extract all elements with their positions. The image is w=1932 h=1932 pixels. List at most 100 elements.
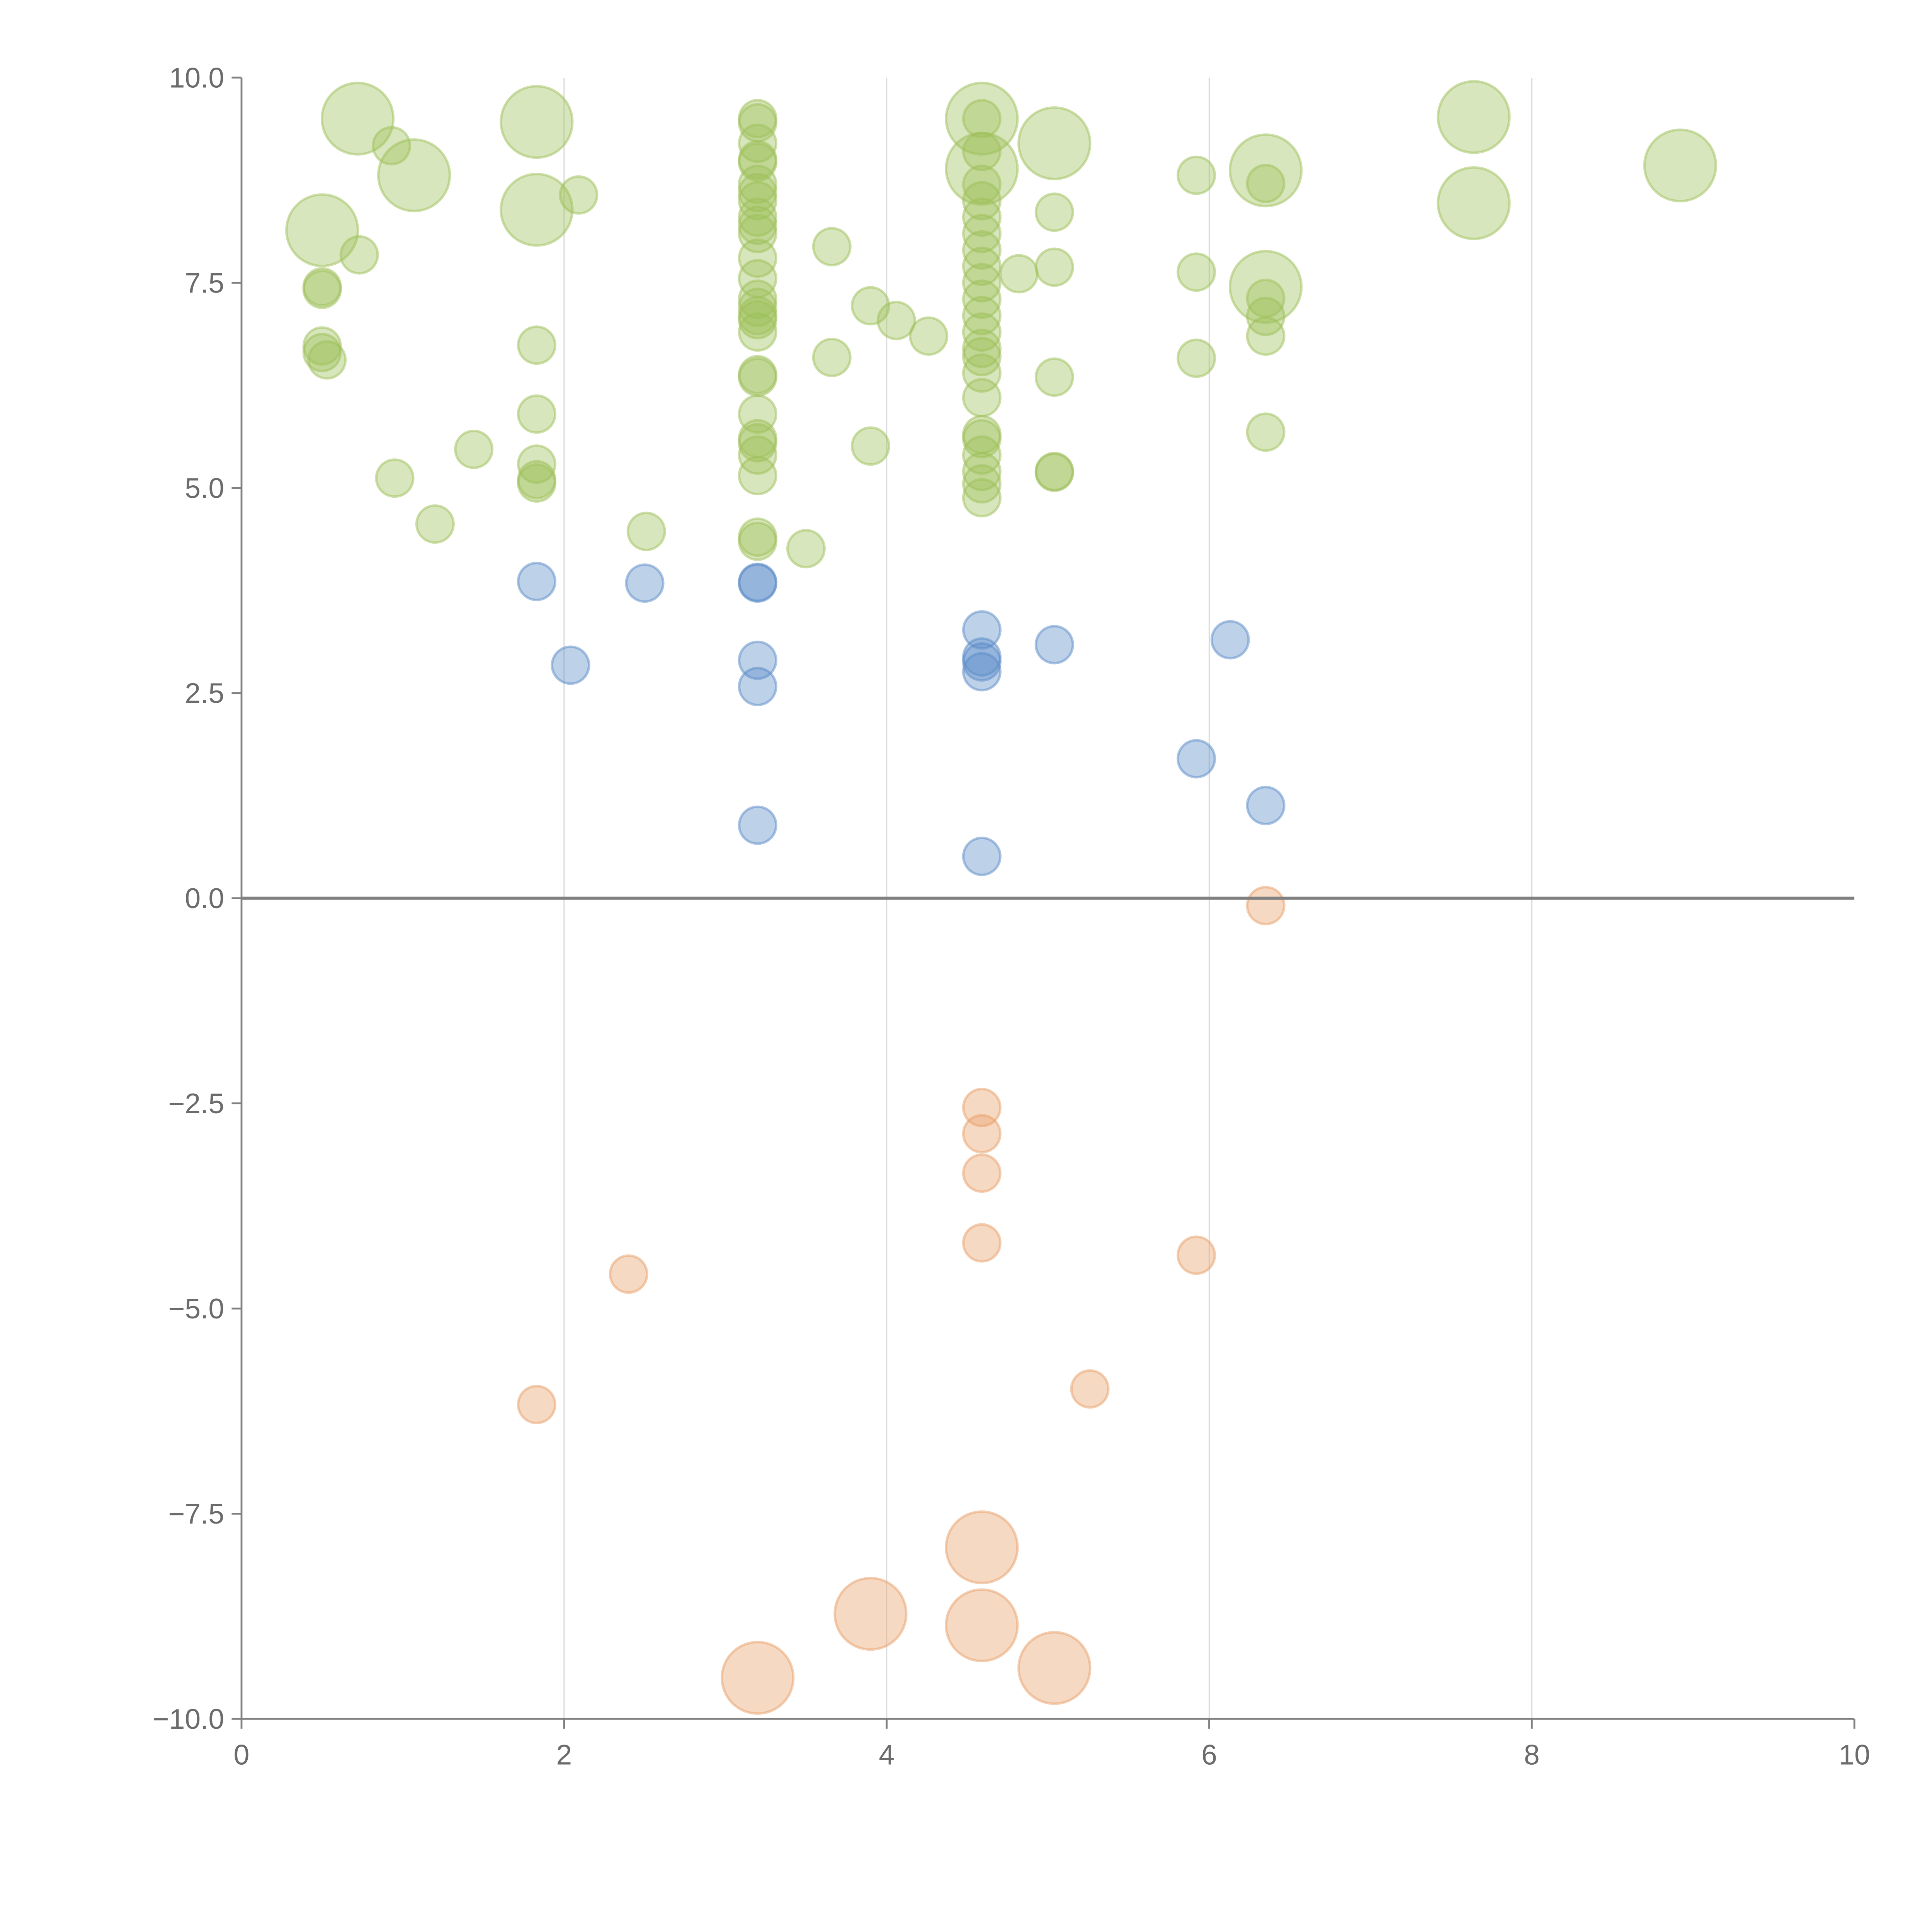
data-point-green (626, 512, 666, 551)
data-point-green (1177, 338, 1216, 378)
data-point-blue (1034, 625, 1074, 665)
data-point-green (1034, 192, 1074, 232)
data-point-green (962, 132, 1002, 172)
data-point-green (559, 175, 599, 215)
data-point-green (1034, 247, 1074, 287)
data-point-green (962, 197, 1002, 237)
data-point-green (1437, 80, 1511, 154)
data-point-blue (962, 837, 1002, 876)
data-point-orange (962, 1223, 1002, 1263)
data-point-green (1246, 412, 1286, 452)
data-point-green (962, 247, 1002, 286)
data-point-blue (625, 563, 665, 603)
data-point-green (738, 357, 777, 397)
data-point-green (517, 394, 556, 434)
data-point-orange (962, 1153, 1002, 1193)
data-point-orange (945, 1588, 1019, 1662)
data-point-green (962, 296, 1002, 335)
data-point-blue (962, 610, 1002, 650)
x-tick-label: 2 (556, 1739, 572, 1770)
data-point-green (738, 456, 777, 495)
data-point-blue (738, 805, 777, 845)
data-point-green (1034, 357, 1074, 397)
data-point-blue (517, 561, 556, 601)
data-point-green (962, 230, 1002, 270)
x-tick-label: 10 (1838, 1739, 1870, 1770)
data-point-orange (962, 1114, 1002, 1154)
data-point-green (812, 338, 852, 378)
y-tick-label: −2.5 (168, 1088, 224, 1119)
data-point-green (962, 181, 1002, 221)
data-point-green (738, 142, 777, 182)
data-point-orange (1017, 1631, 1092, 1705)
data-point-green (812, 227, 852, 267)
data-point-green (454, 429, 494, 469)
data-point-green (738, 164, 777, 204)
x-tick-label: 8 (1524, 1739, 1540, 1770)
data-point-green (415, 504, 455, 544)
data-point-green (1017, 106, 1092, 180)
y-tick-label: 0.0 (185, 883, 224, 914)
data-point-blue (551, 645, 590, 685)
data-points (285, 80, 1717, 1715)
data-point-blue (1177, 739, 1216, 779)
data-point-green (876, 301, 916, 340)
data-point-green (377, 138, 451, 213)
data-point-blue (738, 562, 777, 602)
data-point-green (500, 173, 574, 247)
data-point-green (738, 312, 777, 352)
data-point-orange (833, 1577, 908, 1651)
data-point-green (850, 426, 890, 466)
data-point-blue (1246, 786, 1286, 825)
data-point-green (999, 254, 1039, 294)
data-point-green (962, 279, 1002, 319)
data-point-green (307, 340, 347, 380)
data-point-orange (1177, 1235, 1216, 1275)
x-tick-label: 0 (234, 1739, 250, 1770)
x-axis-ticks: 0 2 4 6 8 10 (234, 1719, 1870, 1770)
data-point-green (1643, 128, 1717, 202)
data-point-orange (609, 1254, 648, 1294)
data-point-green (962, 378, 1002, 418)
data-point-orange (1246, 886, 1286, 925)
data-point-green (738, 300, 777, 340)
y-tick-label: −5.0 (168, 1293, 224, 1325)
data-point-green (302, 269, 342, 309)
data-point-orange (945, 1510, 1019, 1585)
data-point-blue (962, 652, 1002, 692)
data-point-blue (738, 667, 777, 706)
y-tick-label: 2.5 (185, 677, 224, 709)
data-point-green (500, 85, 574, 159)
data-point-blue (962, 642, 1002, 682)
data-point-green (1034, 452, 1074, 492)
x-tick-label: 6 (1201, 1739, 1217, 1770)
data-point-green (302, 333, 342, 372)
data-point-green (1177, 252, 1216, 292)
data-point-green (962, 478, 1002, 518)
data-point-green (517, 460, 556, 500)
data-point-green (962, 164, 1002, 204)
data-point-blue (1210, 620, 1250, 660)
y-tick-label: −10.0 (153, 1703, 224, 1735)
data-point-green (1246, 163, 1286, 203)
x-tick-label: 4 (879, 1739, 895, 1770)
data-point-orange (1070, 1369, 1110, 1409)
data-point-green (372, 126, 412, 166)
data-point-orange (517, 1384, 556, 1424)
data-point-green (962, 435, 1002, 475)
data-point-green (1177, 155, 1216, 195)
data-point-green (1437, 166, 1511, 240)
y-tick-label: 7.5 (185, 267, 224, 299)
data-point-green (339, 235, 379, 275)
data-point-green (962, 419, 1002, 459)
data-point-green (738, 206, 777, 245)
data-point-green (738, 435, 777, 475)
axes (240, 77, 1855, 1720)
data-point-orange (721, 1641, 795, 1715)
data-point-green (962, 99, 1002, 139)
data-point-green (738, 423, 777, 463)
data-point-green (909, 316, 949, 356)
data-point-green (285, 193, 359, 267)
data-point-green (1246, 316, 1286, 356)
